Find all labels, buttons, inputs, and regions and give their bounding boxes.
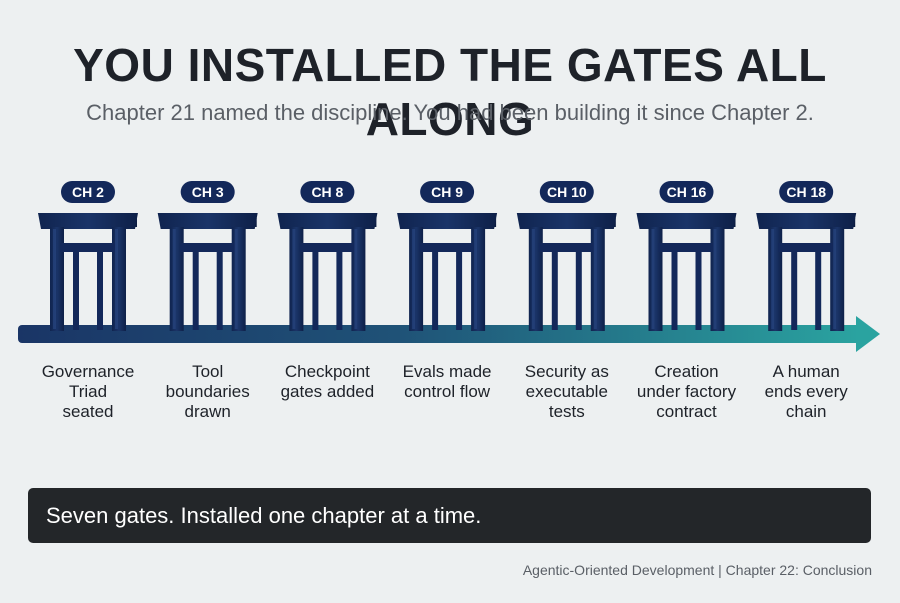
gate-label-line: boundaries <box>165 382 250 401</box>
gate-6: CH 16 <box>636 181 737 331</box>
gate-label-line: seated <box>62 402 114 421</box>
gate-icon <box>157 213 258 331</box>
gate-icon <box>636 213 737 331</box>
gate-4: CH 9 <box>397 181 498 331</box>
chapter-badge-text: CH 9 <box>431 184 463 200</box>
gate-label-line: Creation <box>654 362 719 381</box>
gate-label-line: drawn <box>184 402 231 421</box>
chapter-badge: CH 2 <box>61 181 115 203</box>
gate-label: Evals made control flow <box>388 362 506 402</box>
chapter-badge-text: CH 16 <box>667 184 707 200</box>
gate-label-line: control flow <box>404 382 491 401</box>
gate-label-line: executable <box>525 382 608 401</box>
gate-label-line: ends every <box>764 382 848 401</box>
gate-label-line: Triad <box>68 382 108 401</box>
chapter-badge: CH 9 <box>420 181 475 203</box>
gate-label-line: A human <box>772 362 840 381</box>
gate-5: CH 10 <box>516 181 617 331</box>
page-subtitle: Chapter 21 named the discipline. You had… <box>86 100 814 125</box>
chapter-badge: CH 10 <box>539 181 594 203</box>
chapter-badge-text: CH 2 <box>72 184 104 200</box>
chapter-badge: CH 16 <box>659 181 714 203</box>
gate-icon <box>277 213 378 331</box>
gate-label-line: gates added <box>280 382 375 401</box>
chapter-badge: CH 18 <box>779 181 834 203</box>
gate-icon <box>516 213 617 331</box>
gate-label: A human ends every chain <box>747 362 865 422</box>
gate-label-line: chain <box>785 402 827 421</box>
page-title: YOU INSTALLED THE GATES ALL ALONG <box>73 39 827 145</box>
chapter-badge-text: CH 8 <box>311 184 343 200</box>
footer-credit: Agentic-Oriented Development | Chapter 2… <box>522 562 872 578</box>
gate-label-line: under factory <box>636 382 737 401</box>
chapter-badge: CH 8 <box>300 181 355 203</box>
chapter-badge-text: CH 10 <box>547 184 587 200</box>
gate-label: Creation under factory contract <box>628 362 746 422</box>
chapter-badge-text: CH 18 <box>786 184 826 200</box>
gate-icon <box>397 213 498 331</box>
gate-label: Checkpoint gates added <box>268 362 386 402</box>
gate-label-line: Tool <box>192 362 224 381</box>
chapter-badge: CH 3 <box>180 181 235 203</box>
gate-label-line: Governance <box>41 362 135 381</box>
gate-label-line: tests <box>548 402 585 421</box>
gate-label-line: Evals made <box>402 362 492 381</box>
gate-label-line: Checkpoint <box>284 362 370 381</box>
gate-label-line: Security as <box>524 362 609 381</box>
gate-icon <box>38 213 138 331</box>
gate-label: Security as executable tests <box>508 362 626 422</box>
gate-7: CH 18 <box>756 181 857 331</box>
summary-callout: Seven gates. Installed one chapter at a … <box>28 488 871 543</box>
gate-3: CH 8 <box>277 181 378 331</box>
gate-label: Tool boundaries drawn <box>149 362 267 422</box>
chapter-badge-text: CH 3 <box>192 184 224 200</box>
gate-label: Governance Triad seated <box>29 362 147 422</box>
gate-1: CH 2 <box>38 181 138 331</box>
gate-label-line: contract <box>656 402 717 421</box>
gate-2: CH 3 <box>157 181 258 331</box>
gate-icon <box>756 213 857 331</box>
